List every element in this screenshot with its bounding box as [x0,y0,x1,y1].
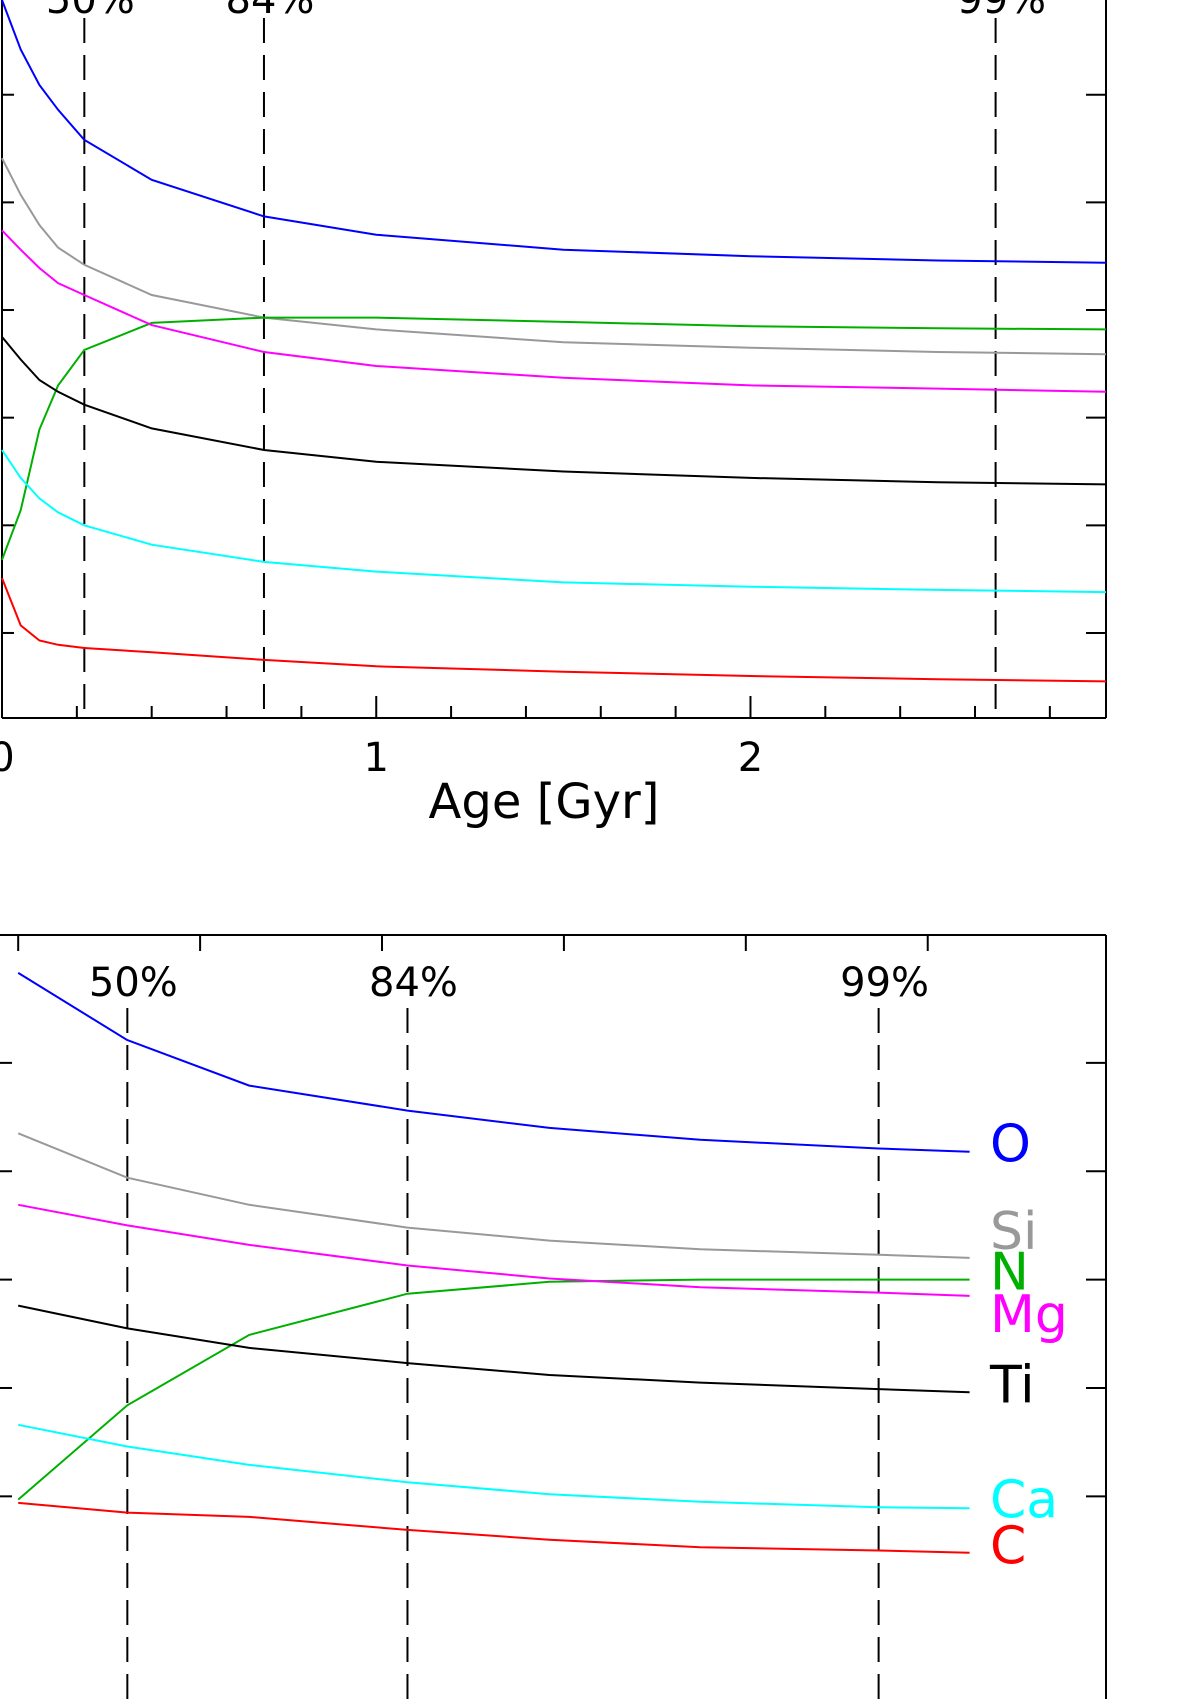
series-line [18,1501,970,1554]
x-tick-label: 1 [364,735,389,781]
series-label: Mg [990,1285,1068,1345]
series-line [1,157,1107,356]
x-axis-title: Age [Gyr] [429,774,660,830]
percentile-label: 99% [957,0,1046,23]
series-line [17,1304,970,1394]
series-line [1,0,1107,264]
percentile-label: 84% [226,0,315,23]
series-label: C [990,1517,1026,1577]
series-line [17,1132,970,1259]
percentile-label: 99% [840,960,929,1006]
series-line [17,972,970,1153]
series-line [1,316,1107,561]
series-line [1,449,1107,594]
percentile-label: 84% [369,960,458,1006]
series-label: Si [990,1202,1037,1262]
series-line [17,1278,970,1501]
x-tick-label: 2 [738,735,763,781]
percentile-label: 50% [46,0,135,23]
series-label: Ca [990,1470,1058,1530]
series-label: O [990,1115,1031,1175]
x-tick-label: 0 [0,735,15,781]
series-label: N [990,1243,1029,1303]
series-line [1,336,1107,486]
percentile-label: 50% [89,960,178,1006]
series-label: Ti [989,1355,1035,1415]
series-line [1,577,1107,683]
series-line [18,1203,970,1297]
series-line [1,229,1107,393]
series-line [18,1423,970,1510]
